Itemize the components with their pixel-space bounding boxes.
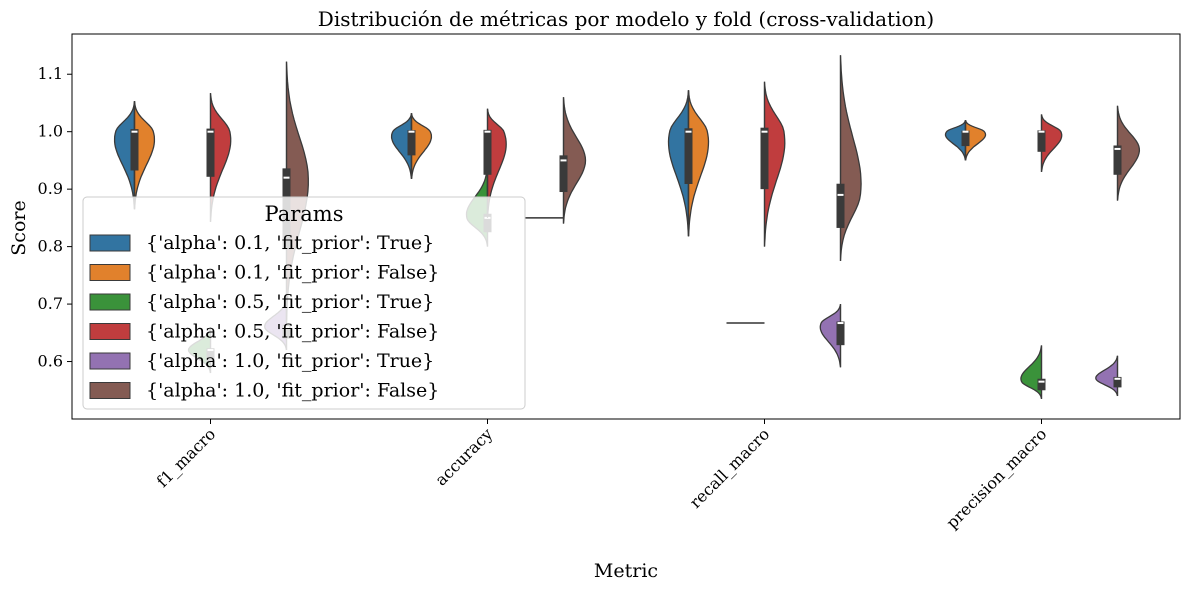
y-tick-label: 0.6 [38, 352, 63, 371]
y-axis-label: Score [8, 200, 30, 255]
legend-label: {'alpha': 1.0, 'fit_prior': False} [146, 380, 439, 402]
legend-label: {'alpha': 0.1, 'fit_prior': True} [146, 232, 434, 254]
violin-half [410, 113, 433, 179]
y-tick-label: 1.1 [38, 64, 63, 83]
y-tick-label: 0.7 [38, 294, 63, 313]
y-tick-label: 0.8 [38, 237, 63, 256]
x-axis-label: Metric [594, 560, 658, 582]
violin-box [1113, 376, 1122, 388]
legend-swatch [89, 352, 131, 370]
x-axis: f1_macro accuracy recall_macro precision_ma… [153, 419, 1050, 532]
y-tick-label: 1.0 [38, 122, 63, 141]
x-tick-label: recall_macro [686, 424, 774, 512]
y-tick-label: 0.9 [38, 179, 63, 198]
violin-box [483, 129, 492, 175]
legend-title: Params [265, 202, 344, 226]
legend-swatch [89, 382, 131, 399]
x-tick-label: precision_macro [942, 424, 1050, 532]
violin-box [961, 130, 970, 147]
violin-box [559, 155, 568, 193]
violin-box [836, 183, 845, 228]
violin-half [113, 101, 136, 210]
legend-label: {'alpha': 0.5, 'fit_prior': True} [146, 291, 434, 313]
legend-swatch [89, 234, 131, 252]
legend-label: {'alpha': 0.1, 'fit_prior': False} [146, 262, 439, 284]
violin-half [944, 120, 967, 161]
violin-box [684, 128, 693, 184]
violin-box [1037, 130, 1046, 152]
violin-box [130, 129, 139, 171]
legend-swatch [89, 323, 131, 340]
legend: Params {'alpha': 0.1, 'fit_prior': True}… [82, 196, 526, 410]
violin-box [1037, 378, 1046, 391]
x-tick-label: accuracy [431, 424, 496, 489]
x-tick-label: f1_macro [153, 424, 220, 491]
y-axis: 0.6 0.7 0.8 0.9 1.0 1.1 [38, 64, 72, 371]
violin-half [1095, 355, 1119, 397]
violin-half [1020, 345, 1043, 400]
violin-box [1113, 145, 1122, 175]
violin-half [562, 97, 587, 224]
violin-box [760, 127, 769, 190]
violin-box [407, 130, 416, 156]
legend-label: {'alpha': 1.0, 'fit_prior': True} [146, 350, 434, 372]
violin-half [839, 55, 862, 262]
violin-half [133, 101, 156, 210]
legend-swatch [89, 264, 131, 281]
violin-half [964, 120, 987, 161]
violin-half [1040, 114, 1063, 172]
violin-box [836, 321, 845, 346]
violin-half [763, 81, 786, 247]
legend-label: {'alpha': 0.5, 'fit_prior': False} [146, 321, 439, 343]
violin-half [819, 303, 842, 368]
violin-half [390, 113, 413, 179]
violin-box [206, 128, 215, 177]
plot-frame [71, 33, 1181, 420]
legend-swatch [89, 293, 131, 311]
chart-title: Distribución de métricas por modelo y fo… [318, 7, 934, 31]
violin-half [687, 90, 710, 237]
violin-half [1116, 105, 1141, 201]
legend-frame [82, 196, 526, 410]
violin-half [667, 90, 690, 237]
violin-layer [113, 55, 1141, 400]
